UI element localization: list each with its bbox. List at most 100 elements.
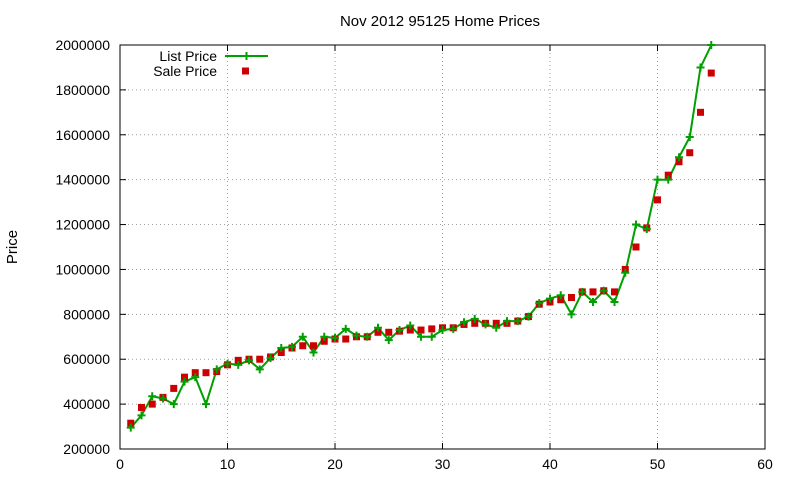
list-price-point (320, 332, 329, 341)
list-price-point (513, 317, 522, 326)
list-price-point (567, 310, 576, 319)
sale-price-point (138, 403, 145, 411)
list-price-point (481, 320, 490, 329)
sale-price-point (417, 326, 425, 334)
list-price-point (406, 321, 415, 330)
x-tick-label: 50 (650, 456, 666, 472)
list-price-point (277, 344, 286, 352)
sale-price-point (256, 355, 264, 363)
sale-price-point (492, 319, 500, 327)
sale-price-point (320, 337, 328, 345)
sale-price-point (170, 384, 178, 392)
list-price-point (621, 268, 630, 277)
series-layer (126, 41, 716, 432)
list-price-point (363, 332, 372, 341)
list-price-point (266, 354, 275, 363)
list-price-point (492, 323, 501, 332)
sale-price-point (428, 325, 436, 333)
list-price-point (524, 312, 533, 321)
sale-price-point (148, 400, 156, 408)
axes: 0 10 20 30 40 50 60 200000 400000 600000 800000 100… (55, 37, 773, 472)
list-price-point (148, 392, 157, 401)
y-tick-label: 1600000 (55, 127, 110, 143)
list-price-point (642, 225, 651, 234)
list-price-point (675, 153, 683, 162)
sale-price-point (697, 108, 704, 116)
list-price-point (180, 377, 189, 386)
sale-price-point (234, 356, 242, 364)
sale-price-point (611, 288, 618, 296)
list-price-point (417, 332, 425, 341)
sale-price-point (299, 342, 307, 350)
sale-price-point (707, 69, 715, 77)
y-tick-label: 800000 (63, 306, 110, 322)
x-tick-label: 0 (116, 456, 124, 472)
legend-sale-price-label: Sale Price (153, 63, 217, 79)
y-tick-label: 2000000 (55, 37, 110, 53)
sale-price-point (664, 171, 672, 179)
list-price-point (460, 318, 468, 327)
list-price-point (610, 297, 619, 306)
list-price-point (212, 365, 221, 374)
y-tick-label: 200000 (63, 441, 110, 457)
list-price-point (309, 348, 318, 357)
list-price-point (288, 342, 296, 351)
sale-price-point (374, 328, 382, 336)
list-price-point (535, 299, 544, 308)
list-price-point (449, 324, 458, 333)
legend-sale-price-marker (242, 67, 249, 75)
sale-price-point (557, 296, 565, 304)
x-tick-label: 10 (220, 456, 236, 472)
list-price-point (126, 423, 135, 432)
y-axis-label: Price (4, 230, 21, 264)
list-price-point (255, 365, 264, 374)
y-tick-label: 1200000 (55, 217, 110, 233)
list-price-point (159, 394, 167, 403)
list-price-point (245, 356, 253, 365)
sale-price-point (127, 419, 135, 427)
x-tick-label: 30 (435, 456, 451, 472)
sale-price-point (632, 243, 640, 251)
list-price-point (546, 294, 554, 303)
sale-price-point (191, 369, 199, 377)
list-price-point (578, 287, 587, 296)
list-price-point (191, 373, 200, 382)
sale-price-point (277, 348, 285, 356)
list-price-point (664, 175, 673, 184)
legend-list-price-label: List Price (159, 48, 217, 64)
list-price-point (169, 400, 178, 409)
sale-price-point (202, 369, 210, 377)
sale-price-point (310, 342, 317, 350)
grid (120, 45, 765, 449)
list-price-point (223, 359, 232, 368)
list-price-point (632, 220, 640, 229)
list-price-point (202, 400, 210, 409)
list-price-point (696, 63, 705, 72)
list-price-point (341, 324, 350, 333)
list-price-point (589, 297, 597, 306)
y-tick-label: 400000 (63, 396, 110, 412)
list-price-point (599, 286, 608, 295)
list-price-point (470, 314, 479, 323)
list-price-point (352, 331, 361, 340)
list-price-point (137, 411, 146, 420)
list-price-point (707, 41, 716, 49)
list-price-point (374, 323, 382, 332)
sale-price-point (675, 158, 683, 166)
legend-list-price-marker (242, 52, 251, 60)
list-price-point (653, 175, 662, 184)
list-price-point (331, 333, 339, 342)
list-price-point (685, 133, 694, 142)
list-price-point (395, 326, 404, 335)
sale-price-point (589, 288, 597, 296)
sale-price-point (686, 149, 694, 157)
y-tick-label: 600000 (63, 351, 110, 367)
x-tick-label: 20 (327, 456, 343, 472)
x-tick-label: 40 (542, 456, 558, 472)
list-price-point (384, 336, 393, 345)
x-tick-label: 60 (757, 456, 773, 472)
list-price-point (556, 291, 565, 300)
sale-price-point (385, 328, 393, 336)
